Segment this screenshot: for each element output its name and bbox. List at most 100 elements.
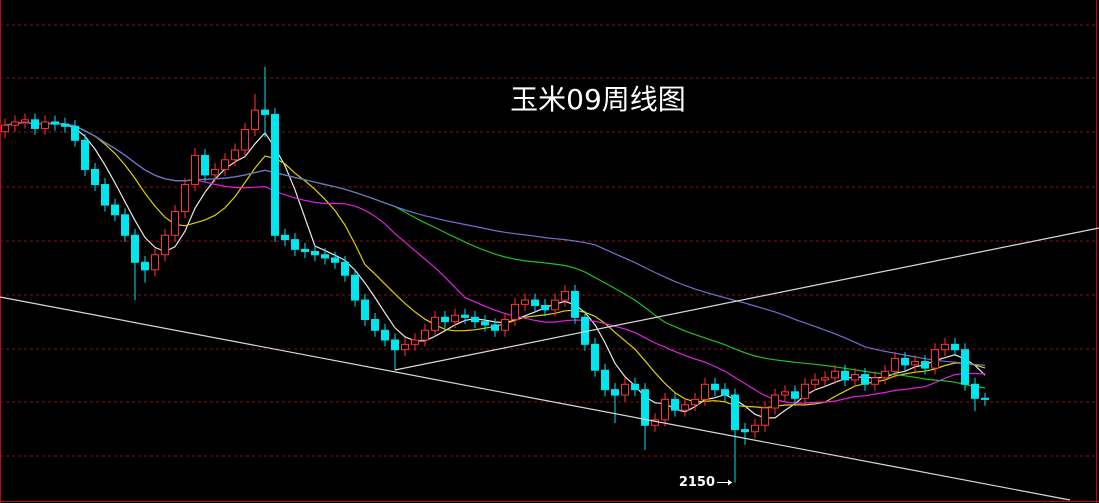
candle-body — [311, 251, 319, 256]
candle-body — [891, 357, 899, 372]
candle-body — [551, 299, 559, 311]
trend-line — [0, 296, 1071, 501]
candle-body — [881, 370, 889, 379]
candle-body — [941, 343, 949, 351]
candle-body — [41, 121, 49, 129]
candle-body — [561, 290, 569, 301]
candle-body — [221, 159, 229, 170]
candle-body — [771, 394, 779, 409]
candle-body — [611, 389, 619, 396]
candle-body — [711, 383, 719, 391]
candle-body — [151, 254, 159, 271]
candle-body — [211, 168, 219, 176]
candle-body — [821, 377, 829, 381]
candle-body — [391, 339, 399, 351]
candle-body — [641, 389, 649, 426]
candle-body — [531, 299, 539, 306]
candle-body — [371, 319, 379, 331]
candle-body — [181, 184, 189, 213]
candle-body — [721, 389, 729, 396]
candle-body — [301, 248, 309, 252]
candle-body — [871, 377, 879, 385]
candle-body — [171, 211, 179, 236]
candle-body — [21, 119, 29, 123]
candle-body — [281, 234, 289, 241]
candle-body — [601, 369, 609, 391]
candle-body — [201, 154, 209, 176]
candle-body — [781, 391, 789, 396]
candle-body — [761, 407, 769, 426]
candle-body — [351, 274, 359, 301]
candle-body — [831, 370, 839, 379]
candle-body — [681, 404, 689, 411]
candle-body — [931, 349, 939, 369]
trend-line — [394, 227, 1099, 371]
annotation-arrowhead — [728, 479, 732, 486]
candle-body — [291, 239, 299, 250]
candle-body — [521, 299, 529, 305]
candle-body — [961, 349, 969, 385]
candle-body — [231, 149, 239, 161]
candle-body — [571, 290, 579, 318]
candle-body — [11, 121, 19, 126]
candle-body — [251, 109, 259, 131]
candle-body — [671, 398, 679, 411]
candle-body — [841, 370, 849, 381]
candle-body — [651, 419, 659, 426]
candle-body — [121, 214, 129, 236]
candle-body — [851, 374, 859, 381]
candle-body — [951, 343, 959, 351]
candle-body — [241, 129, 249, 151]
candle-body — [81, 139, 89, 170]
candle-body — [901, 357, 909, 366]
candle-body — [971, 383, 979, 399]
candle-body — [511, 303, 519, 321]
candle-body — [361, 299, 369, 321]
chart-title: 玉米09周线图 — [510, 83, 686, 116]
candle-body — [861, 374, 869, 385]
candle-body — [91, 168, 99, 186]
candle-body — [701, 383, 709, 400]
candle-body — [731, 394, 739, 431]
candle-body — [341, 261, 349, 276]
candle-body — [441, 316, 449, 323]
candle-body — [791, 391, 799, 399]
candle-body — [381, 329, 389, 341]
candle-body — [31, 119, 39, 129]
candle-body — [431, 316, 439, 331]
candle-body — [131, 234, 139, 263]
candle-body — [801, 383, 809, 399]
candle-body — [541, 304, 549, 311]
candle-body — [331, 257, 339, 263]
candle-body — [691, 398, 699, 406]
candle-body — [811, 379, 819, 385]
candle-body — [321, 254, 329, 259]
candle-body — [421, 329, 429, 341]
candle-body — [481, 321, 489, 326]
candle-body — [911, 361, 919, 366]
candle-body — [751, 424, 759, 433]
candle-body — [111, 204, 119, 216]
candle-body — [1, 124, 9, 133]
candle-body — [451, 314, 459, 323]
candle-body — [411, 339, 419, 345]
candle-body — [261, 109, 269, 115]
candle-body — [61, 123, 69, 127]
plot — [1, 66, 989, 483]
candle-body — [471, 316, 479, 323]
candle-body — [191, 154, 199, 186]
candle-body — [621, 383, 629, 396]
candle-body — [631, 383, 639, 391]
candle-body — [101, 184, 109, 206]
candle-body — [501, 319, 509, 331]
candle-body — [141, 261, 149, 271]
moving-average — [4, 121, 986, 366]
candle-body — [591, 343, 599, 371]
annotation: 2150 — [679, 475, 715, 490]
candle-body — [491, 324, 499, 331]
candle-body — [661, 398, 669, 421]
candle-body — [921, 361, 929, 369]
candle-body — [461, 314, 469, 318]
